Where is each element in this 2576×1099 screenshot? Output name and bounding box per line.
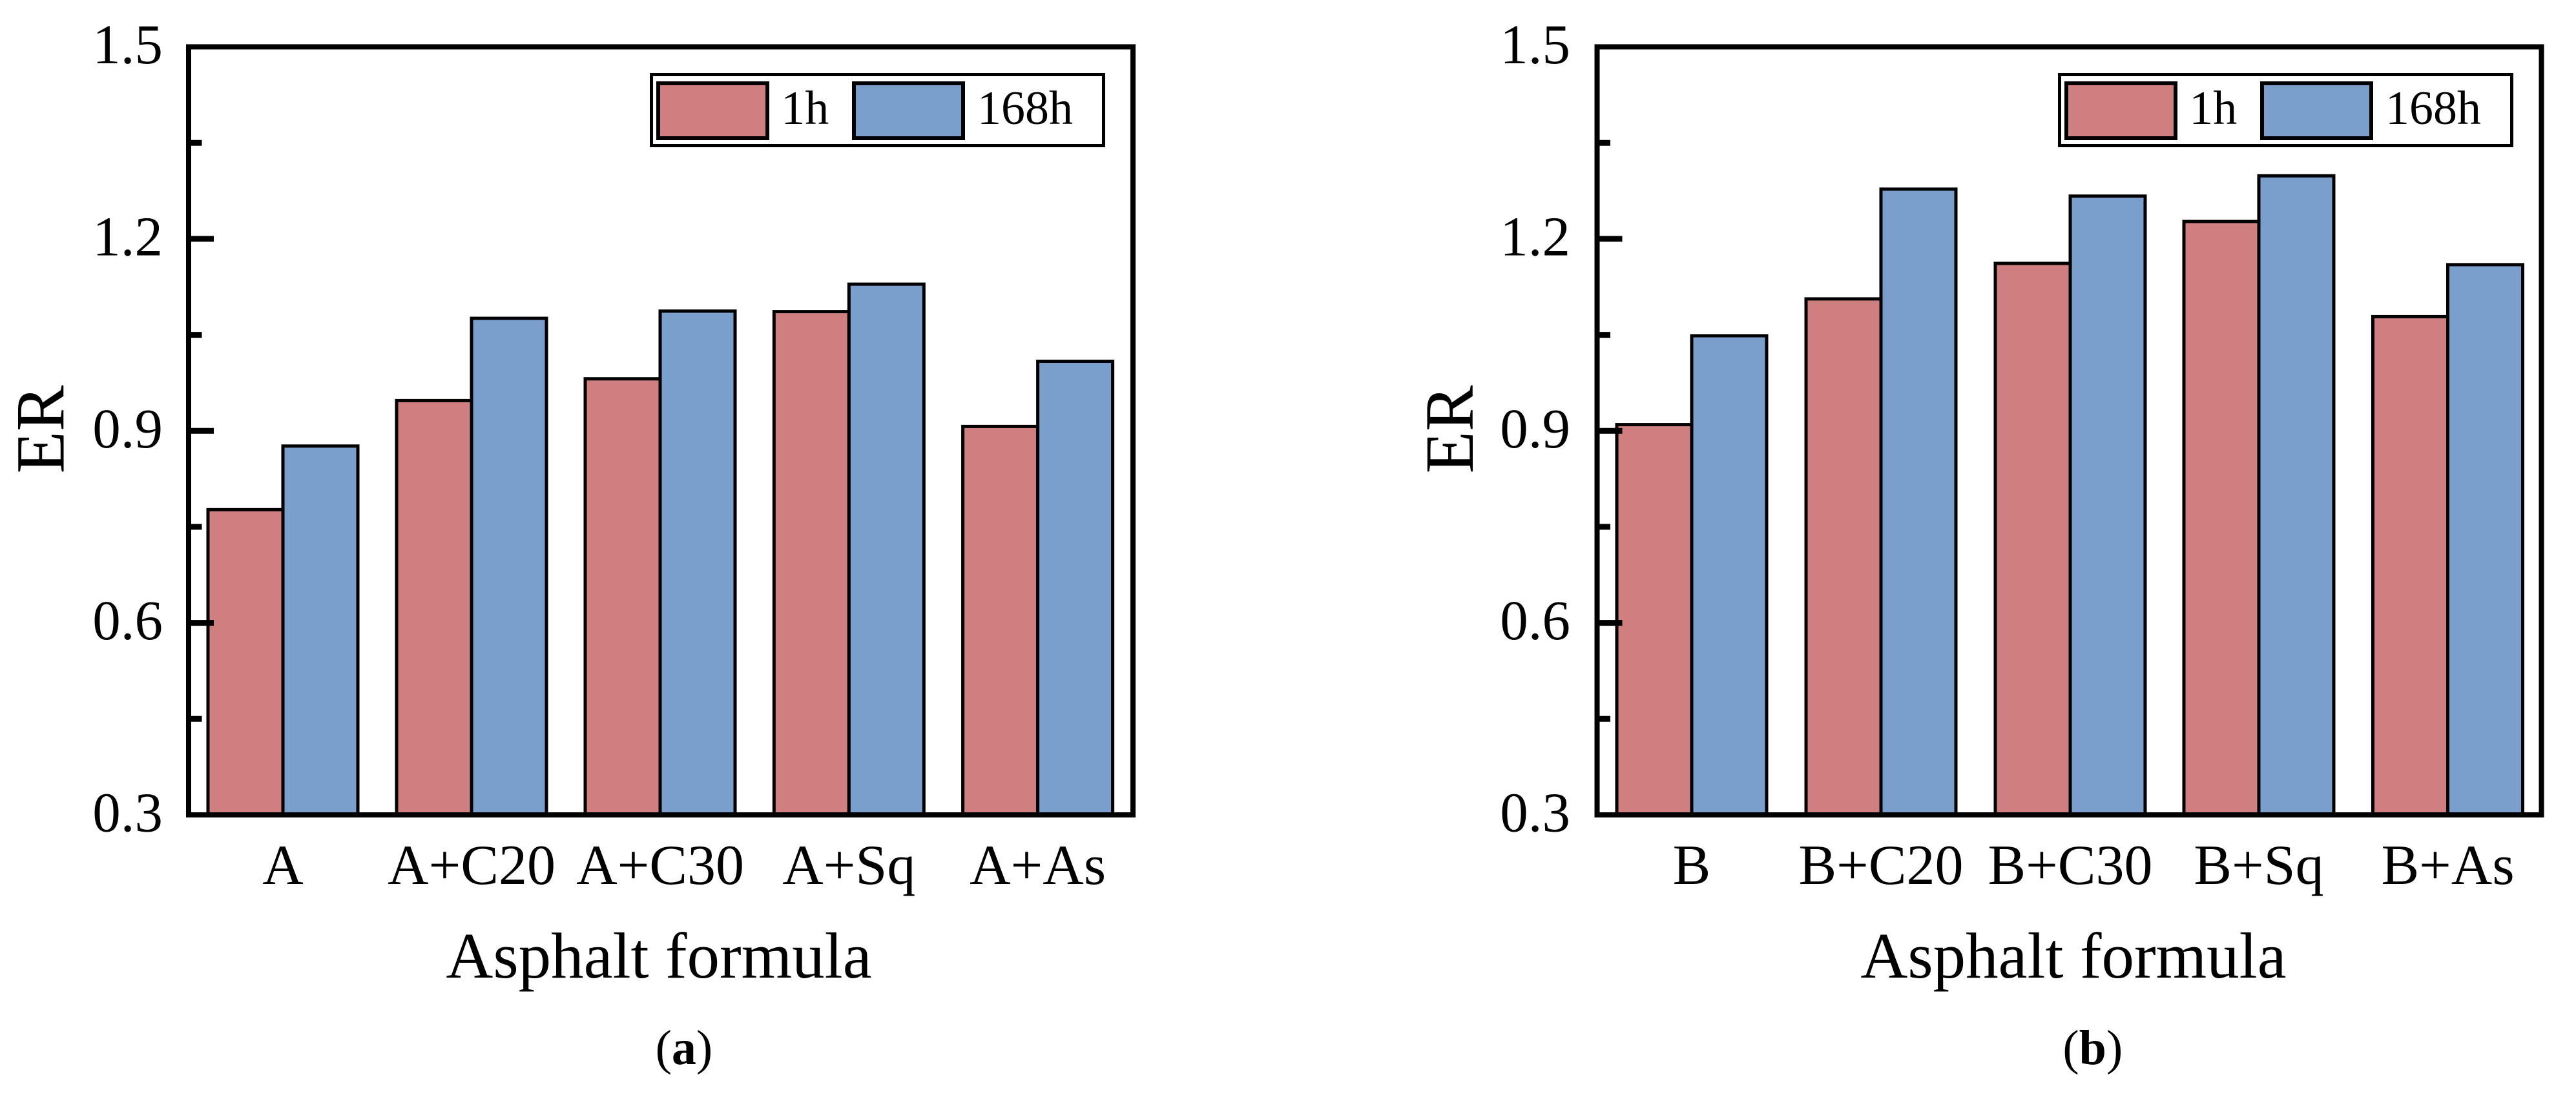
svg-text:B+As: B+As [2381,834,2514,897]
svg-text:B+Sq: B+Sq [2194,834,2323,897]
svg-text:B: B [1673,834,1711,897]
svg-text:A+Sq: A+Sq [782,834,915,897]
svg-text:1.5: 1.5 [92,13,163,76]
svg-text:Asphalt formula: Asphalt formula [1860,919,2286,992]
svg-text:A: A [262,834,304,897]
svg-text:ER: ER [1412,385,1488,473]
svg-text:0.6: 0.6 [92,589,163,652]
svg-text:1.2: 1.2 [92,205,163,267]
svg-text:Asphalt formula: Asphalt formula [446,919,871,992]
svg-text:1.5: 1.5 [1500,13,1570,76]
svg-text:168h: 168h [977,82,1073,135]
svg-text:(b): (b) [2062,1021,2123,1075]
svg-text:(a): (a) [656,1021,713,1075]
svg-text:1h: 1h [781,82,829,135]
svg-text:A+C30: A+C30 [576,834,744,897]
svg-text:0.3: 0.3 [92,781,163,844]
svg-text:0.6: 0.6 [1500,589,1570,652]
svg-text:0.3: 0.3 [1500,781,1570,844]
svg-text:1h: 1h [2189,82,2237,135]
svg-text:ER: ER [3,385,79,473]
svg-text:B+C20: B+C20 [1798,834,1963,897]
svg-text:0.9: 0.9 [92,397,163,460]
svg-text:0.9: 0.9 [1500,397,1570,460]
svg-text:A+C20: A+C20 [388,834,556,897]
svg-text:A+As: A+As [970,834,1106,897]
svg-text:1.2: 1.2 [1500,205,1570,267]
svg-text:B+C30: B+C30 [1988,834,2152,897]
svg-text:168h: 168h [2385,82,2481,135]
